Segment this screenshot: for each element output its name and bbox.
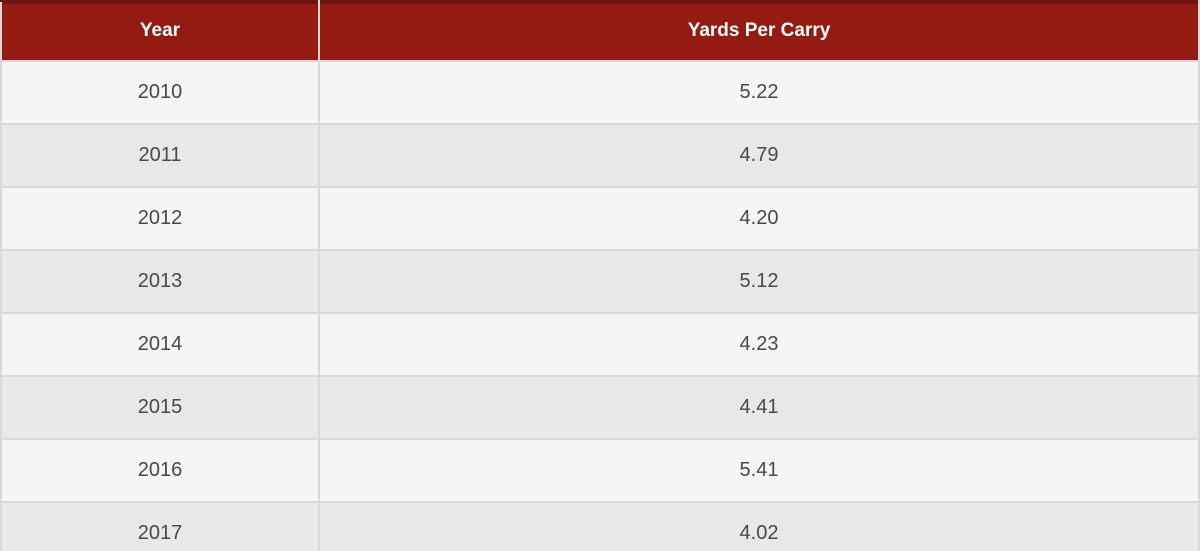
yards-per-carry-cell: 5.12 bbox=[318, 249, 1200, 314]
column-header-year: Year bbox=[0, 0, 320, 62]
column-header-yards-per-carry: Yards Per Carry bbox=[318, 0, 1200, 62]
table-row: 2011 4.79 bbox=[0, 123, 1200, 188]
table-row: 2016 5.41 bbox=[0, 438, 1200, 503]
table-row: 2012 4.20 bbox=[0, 186, 1200, 251]
year-cell: 2011 bbox=[0, 123, 320, 188]
yards-per-carry-cell: 5.41 bbox=[318, 438, 1200, 503]
year-cell: 2017 bbox=[0, 501, 320, 551]
yards-per-carry-cell: 5.22 bbox=[318, 60, 1200, 125]
year-cell: 2010 bbox=[0, 60, 320, 125]
table-row: 2013 5.12 bbox=[0, 249, 1200, 314]
year-cell: 2015 bbox=[0, 375, 320, 440]
year-cell: 2014 bbox=[0, 312, 320, 377]
year-cell: 2012 bbox=[0, 186, 320, 251]
table-row: 2015 4.41 bbox=[0, 375, 1200, 440]
yards-per-carry-cell: 4.20 bbox=[318, 186, 1200, 251]
year-cell: 2016 bbox=[0, 438, 320, 503]
table-row: 2014 4.23 bbox=[0, 312, 1200, 377]
yards-per-carry-cell: 4.79 bbox=[318, 123, 1200, 188]
table-row: 2010 5.22 bbox=[0, 60, 1200, 125]
year-cell: 2013 bbox=[0, 249, 320, 314]
yards-per-carry-cell: 4.23 bbox=[318, 312, 1200, 377]
table-body: 2010 5.22 2011 4.79 2012 4.20 2013 5.12 2014 4.23… bbox=[0, 60, 1200, 551]
table-header: Year Yards Per Carry bbox=[0, 0, 1200, 62]
yards-per-carry-cell: 4.41 bbox=[318, 375, 1200, 440]
header-row: Year Yards Per Carry bbox=[0, 0, 1200, 62]
table-row: 2017 4.02 bbox=[0, 501, 1200, 551]
yards-per-carry-cell: 4.02 bbox=[318, 501, 1200, 551]
